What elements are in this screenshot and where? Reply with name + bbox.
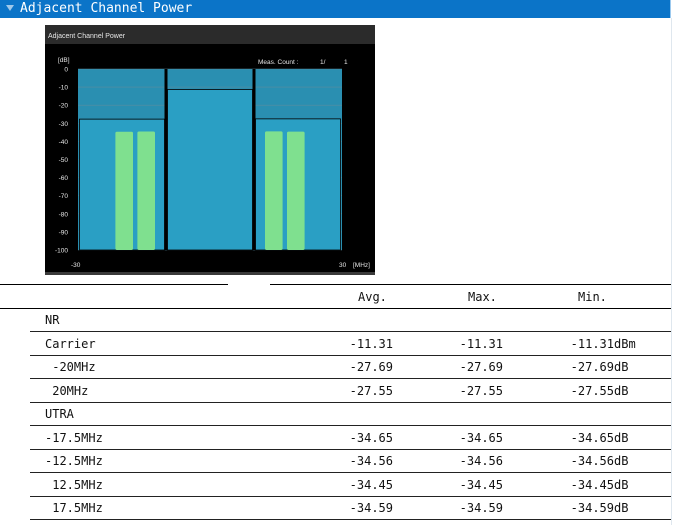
table-row: 12.5MHz -34.45 -34.45 -34.45 dB — [0, 474, 673, 497]
table-row: Carrier -11.31 -11.31 -11.31 dBm — [0, 333, 673, 356]
table-row: 20MHz -27.55 -27.55 -27.55 dB — [0, 380, 673, 403]
row-label: UTRA — [45, 407, 74, 421]
max-value: -34.59 — [459, 501, 503, 515]
min-value: -34.59 — [570, 501, 614, 515]
unit-label: dB — [614, 383, 629, 398]
meas-count-label: Meas. Count : — [258, 59, 299, 66]
avg-value: -34.45 — [349, 477, 393, 492]
meas-count-total: 1 — [344, 59, 348, 66]
min-value: -34.56 — [570, 454, 614, 468]
table-row: -17.5MHz -34.65 -34.65 -34.65 dB — [0, 427, 673, 450]
y-unit-label: [dB] — [58, 57, 70, 64]
row-separator — [30, 519, 671, 520]
row-separator — [30, 472, 671, 473]
y-tick-label: -80 — [59, 211, 69, 218]
y-tick-label: -20 — [59, 103, 69, 110]
row-label: -17.5MHz — [45, 430, 103, 445]
chart-titlebar — [45, 25, 375, 44]
x-max-label: 30 — [339, 262, 347, 269]
row-separator — [30, 495, 671, 497]
min-value: -27.55 — [570, 383, 614, 398]
avg-value: -27.55 — [349, 383, 393, 398]
panel-header[interactable]: Adjacent Channel Power — [0, 0, 671, 18]
avg-value: -34.56 — [349, 454, 393, 468]
y-tick-label: -70 — [59, 193, 69, 200]
col-header-max: Max. — [468, 290, 497, 304]
min-value: -11.31 — [570, 336, 614, 351]
row-separator — [30, 331, 671, 332]
min-value: -34.45 — [570, 477, 614, 492]
y-tick-label: -50 — [59, 157, 69, 164]
acp-chart-svg: Adjacent Channel Power [dB] Meas. Count … — [45, 25, 375, 275]
table-row: -12.5MHz -34.56 -34.56 -34.56 dB — [0, 450, 673, 473]
header-rule — [0, 308, 671, 309]
row-separator — [30, 354, 671, 356]
row-separator — [30, 425, 671, 426]
table-row: 17.5MHz -34.59 -34.59 -34.59 dB — [0, 497, 673, 520]
min-value: -34.65 — [570, 430, 614, 445]
x-min-label: -30 — [71, 262, 81, 269]
channel-gap — [164, 69, 168, 250]
col-header-avg: Avg. — [358, 290, 387, 304]
row-label: -12.5MHz — [45, 454, 103, 468]
max-value: -27.55 — [459, 383, 503, 398]
max-value: -34.45 — [459, 477, 503, 492]
table-top-rule-left — [0, 284, 228, 285]
row-separator — [30, 448, 671, 450]
unit-label: dB — [614, 360, 629, 374]
table-top-rule-right — [270, 284, 671, 285]
avg-value: -11.31 — [349, 336, 393, 351]
table-row: UTRA — [0, 403, 673, 426]
meas-count-value: 1/ — [320, 59, 326, 66]
channel-gap — [252, 69, 256, 250]
table-row: NR — [0, 309, 673, 332]
unit-label: dB — [614, 477, 629, 492]
row-label: 12.5MHz — [45, 477, 103, 492]
unit-label: dB — [614, 454, 629, 468]
unit-label: dB — [614, 501, 629, 515]
row-label: 17.5MHz — [45, 501, 103, 515]
col-header-min: Min. — [578, 290, 607, 304]
row-label: -20MHz — [45, 360, 96, 374]
row-separator — [30, 401, 671, 403]
nr-bar — [167, 89, 253, 251]
y-tick-label: -30 — [59, 121, 69, 128]
panel-border — [671, 18, 672, 525]
y-tick-label: -60 — [59, 175, 69, 182]
y-tick-label: -90 — [59, 229, 69, 236]
max-value: -34.65 — [459, 430, 503, 445]
y-tick-label: -100 — [55, 248, 68, 255]
chart-title: Adjacent Channel Power — [48, 33, 126, 40]
y-tick-label: -10 — [59, 85, 69, 92]
row-label: 20MHz — [45, 383, 89, 398]
max-value: -34.56 — [459, 454, 503, 468]
bars — [79, 69, 341, 251]
avg-value: -34.59 — [349, 501, 393, 515]
max-value: -11.31 — [459, 336, 503, 351]
y-tick-label: 0 — [64, 67, 68, 74]
results-table: Avg. Max. Min. NR Carrier -11.31 -11.31 -11.… — [0, 284, 673, 525]
x-unit-label: [MHz] — [353, 262, 370, 269]
utra-bar — [287, 131, 305, 250]
min-value: -27.69 — [570, 360, 614, 374]
utra-bar — [265, 131, 283, 250]
unit-label: dBm — [614, 336, 636, 351]
y-tick-label: -40 — [59, 139, 69, 146]
chart-scroll-strip — [45, 272, 375, 275]
max-value: -27.69 — [459, 360, 503, 374]
row-label: Carrier — [45, 336, 96, 351]
utra-bar — [137, 131, 155, 250]
row-separator — [30, 378, 671, 379]
avg-value: -27.69 — [349, 360, 393, 374]
panel-title: Adjacent Channel Power — [20, 1, 193, 16]
acp-chart: Adjacent Channel Power [dB] Meas. Count … — [45, 25, 375, 275]
avg-value: -34.65 — [349, 430, 393, 445]
unit-label: dB — [614, 430, 629, 445]
collapse-triangle-icon[interactable] — [6, 5, 14, 11]
row-label: NR — [45, 313, 60, 327]
utra-bar — [115, 131, 133, 250]
table-row: -20MHz -27.69 -27.69 -27.69 dB — [0, 356, 673, 379]
y-tick-labels: 0 -10 -20 -30 -40 -50 -60 -70 -80 -90 -100 — [55, 67, 68, 255]
